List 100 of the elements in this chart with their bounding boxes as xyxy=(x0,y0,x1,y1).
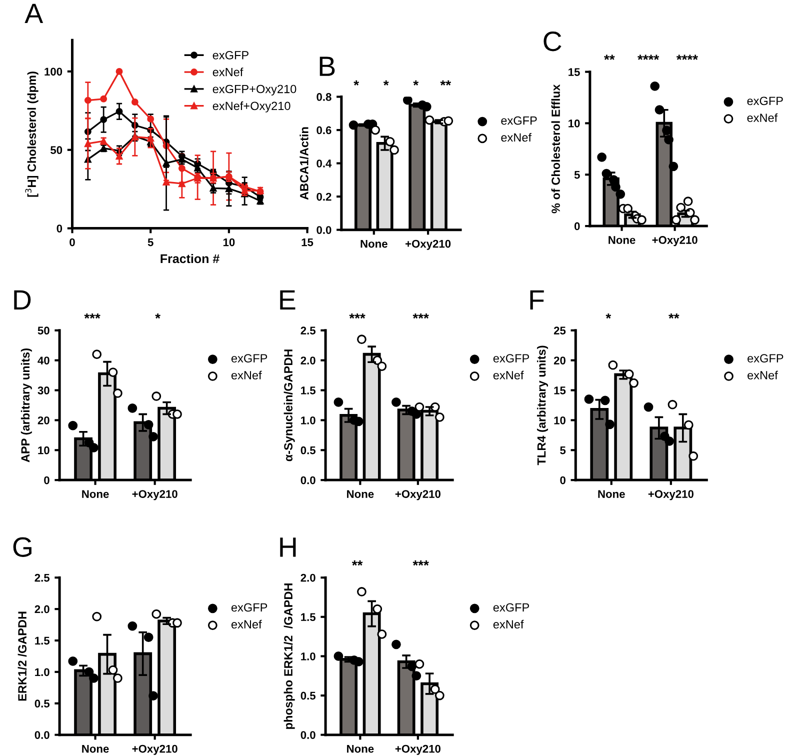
chart-title: C xyxy=(544,32,562,52)
y-tick-label: 20 xyxy=(38,416,50,424)
legend-label: exGFP xyxy=(501,116,537,125)
y-axis-title: APP (arbitrary units) xyxy=(20,348,32,462)
y-tick-label: 1.5 xyxy=(301,613,316,622)
y-tick-label: 0.2 xyxy=(316,192,332,201)
chart-title: F xyxy=(530,290,544,310)
x-tick-label: None xyxy=(598,490,625,498)
text: *** xyxy=(412,560,429,566)
x-tick-label: 0 xyxy=(70,238,75,246)
x-axis-title: Fraction # xyxy=(160,254,220,264)
text: ** xyxy=(352,560,363,566)
legend-label: exGFP+Oxy210 xyxy=(212,84,296,96)
text: *** xyxy=(84,313,100,319)
legend-label: exNef xyxy=(231,620,262,629)
x-tick-label: +Oxy210 xyxy=(132,744,178,755)
legend-label: exGFP xyxy=(747,96,783,106)
y-tick-label: 40 xyxy=(38,356,50,364)
text: ** xyxy=(604,54,615,60)
y-tick-label: 5 xyxy=(560,446,566,454)
text: * xyxy=(354,80,359,86)
y-tick-label: 0 xyxy=(56,224,62,232)
y-tick-label: 1.5 xyxy=(301,386,316,394)
y-tick-label: 10 xyxy=(38,446,50,454)
text: *** xyxy=(349,313,366,319)
y-tick-label: 1.0 xyxy=(301,652,316,660)
y-tick-label: 0.4 xyxy=(316,160,332,168)
legend-label: exGFP xyxy=(748,354,784,363)
legend-label: exNef xyxy=(493,370,524,380)
chart-title: H xyxy=(280,538,296,557)
x-tick-label: +Oxy210 xyxy=(132,490,178,500)
y-tick-label: 0.0 xyxy=(300,476,316,484)
x-tick-label: +Oxy210 xyxy=(405,240,451,250)
y-tick-label: 50 xyxy=(38,326,50,335)
y-tick-label: 0.0 xyxy=(300,731,316,739)
x-tick-label: +Oxy210 xyxy=(648,490,694,500)
x-tick-label: None xyxy=(360,240,388,248)
x-tick-label: None xyxy=(82,744,109,753)
text: * xyxy=(155,313,160,319)
legend-label: exNef xyxy=(231,370,262,380)
x-tick-label: None xyxy=(347,490,374,498)
text: * xyxy=(606,313,612,319)
chart-title: A xyxy=(24,4,44,23)
text: *** xyxy=(412,313,429,319)
y-tick-label: 0 xyxy=(574,222,580,230)
legend-label: exGFP xyxy=(212,51,248,60)
x-tick-label: 5 xyxy=(148,238,154,246)
y-tick-label: 0 xyxy=(44,476,50,484)
y-tick-label: 2.0 xyxy=(300,574,316,582)
y-tick-label: 2.5 xyxy=(34,574,50,582)
y-tick-label: 0.5 xyxy=(34,700,50,708)
legend-label: exGFP xyxy=(231,354,268,363)
x-tick-label: +Oxy210 xyxy=(652,236,698,246)
legend-label: exNef xyxy=(212,68,244,76)
legend-label: exNef+Oxy210 xyxy=(212,101,290,112)
legend-label: exNef xyxy=(501,132,532,142)
y-tick-label: 2.0 xyxy=(300,356,316,364)
y-tick-label: 5 xyxy=(574,171,580,179)
legend-label: exGFP xyxy=(231,603,268,612)
legend-label: exNef xyxy=(747,113,778,122)
y-tick-label: 10 xyxy=(554,416,566,424)
x-tick-label: None xyxy=(82,490,109,498)
y-tick-label: 1.0 xyxy=(301,416,316,424)
y-axis-title: ERK1/2 /GAPDH xyxy=(18,612,27,701)
y-tick-label: 0.0 xyxy=(34,731,50,739)
y-tick-label: 0 xyxy=(560,476,566,484)
y-tick-label: 30 xyxy=(38,386,50,394)
y-tick-label: 0.5 xyxy=(300,446,316,454)
text: * xyxy=(413,80,419,86)
legend-label: exGFP xyxy=(493,354,530,363)
chart-title: B xyxy=(320,56,335,76)
y-tick-label: 1.5 xyxy=(35,636,50,645)
y-tick-label: 10 xyxy=(568,119,580,128)
y-tick-label: 0.6 xyxy=(316,126,332,134)
text: ** xyxy=(440,80,452,86)
y-axis-title: TLR4 (arbitrary units) xyxy=(537,346,548,466)
text: ** xyxy=(668,313,680,319)
x-tick-label: +Oxy210 xyxy=(395,490,440,500)
chart-title: G xyxy=(13,537,32,557)
x-tick-label: None xyxy=(608,236,636,244)
chart-title: D xyxy=(14,290,31,310)
y-axis-title: phospho ERK1/2 /GAPDH xyxy=(284,584,295,729)
y-tick-label: 0.0 xyxy=(316,226,332,234)
text: **** xyxy=(676,54,698,60)
legend-label: exNef xyxy=(493,620,524,629)
legend-label: exGFP xyxy=(493,603,530,612)
y-tick-label: 25 xyxy=(554,326,566,335)
y-axis-title: % of Cholesterol Efflux xyxy=(551,84,560,214)
y-tick-label: 0.5 xyxy=(300,692,316,700)
x-tick-label: 10 xyxy=(223,238,235,246)
y-axis-title: α-Synuclein/GAPDH xyxy=(284,350,295,462)
y-tick-label: 100 xyxy=(44,68,62,76)
y-tick-label: 2.5 xyxy=(300,326,316,335)
text: **** xyxy=(638,54,660,60)
x-tick-label: +Oxy210 xyxy=(395,744,440,755)
y-tick-label: 15 xyxy=(568,68,580,76)
y-tick-label: 20 xyxy=(554,356,566,364)
legend-label: exNef xyxy=(748,370,778,380)
chart-title: E xyxy=(280,290,296,310)
y-tick-label: 1.0 xyxy=(35,668,50,676)
